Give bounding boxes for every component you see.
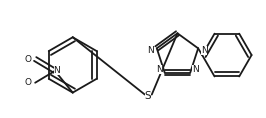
Text: N: N xyxy=(192,65,198,74)
Text: N: N xyxy=(156,65,163,74)
Text: N: N xyxy=(201,46,207,55)
Text: S: S xyxy=(144,91,151,101)
Text: N: N xyxy=(147,46,154,55)
Text: O: O xyxy=(25,55,32,63)
Text: N: N xyxy=(53,66,60,75)
Text: O: O xyxy=(25,78,32,87)
